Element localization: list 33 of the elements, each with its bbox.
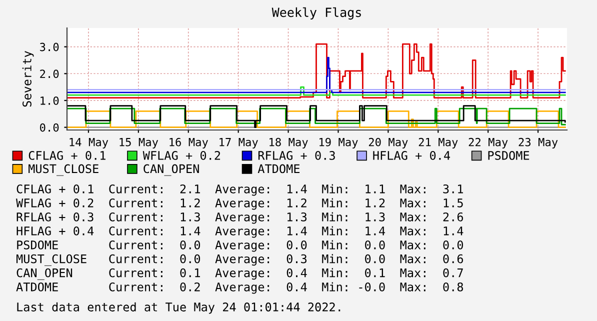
- x-tick-label: 17 May: [220, 138, 258, 148]
- text: ATDOME Current: 0.2 Average: 0.4 Min: -0.0 Max: 0.8: [16, 282, 464, 294]
- legend-label: CFLAG + 0.1: [28, 150, 106, 160]
- text: MUST_CLOSE Current: 0.0 Average: 0.3 Min: 0.0 Max: 0.6: [16, 254, 464, 266]
- text: Last data entered at Tue May 24 01:01:44 2022.: [17, 302, 340, 314]
- legend-label: RFLAG + 0.3: [258, 150, 335, 160]
- legend-label: HFLAG + 0.4: [373, 150, 450, 160]
- chart-title: Weekly Flags: [272, 7, 361, 20]
- text: PSDOME Current: 0.0 Average: 0.0 Min: 0.0 Max: 0.0: [17, 240, 464, 252]
- x-tick-label: 15 May: [120, 138, 158, 148]
- text: HFLAG + 0.4 Current: 1.4 Average: 1.4 Min: 1.4 Max: 1.4: [16, 226, 464, 238]
- x-tick-label: 21 May: [418, 138, 458, 148]
- x-tick-label: 22 May: [468, 138, 508, 148]
- legend-label: WFLAG + 0.2: [142, 150, 220, 160]
- text: RFLAG + 0.3 Current: 1.3 Average: 1.3 Min: 1.3 Max: 2.6: [16, 212, 464, 224]
- y-tick-label: 1.0: [40, 96, 59, 105]
- text: WFLAG + 0.2 Current: 1.2 Average: 1.2 Min: 1.2 Max: 1.5: [16, 198, 463, 210]
- y-tick-label: 2.0: [40, 70, 59, 78]
- text: CFLAG + 0.1 Current: 2.1 Average: 1.4 Min: 1.1 Max: 3.1: [16, 184, 463, 196]
- text: CAN_OPEN Current: 0.1 Average: 0.4 Min: 0.1 Max: 0.7: [16, 268, 463, 280]
- x-tick-label: 14 May: [70, 138, 108, 148]
- legend-label: ATDOME: [258, 164, 300, 174]
- y-axis-title: Severity: [22, 51, 34, 107]
- x-tick-label: 18 May: [270, 138, 308, 148]
- legend-label: CAN_OPEN: [144, 164, 199, 176]
- y-tick-label: 3.0: [40, 42, 59, 52]
- legend-label: PSDOME: [488, 150, 530, 160]
- y-tick-label: 0.0: [40, 123, 59, 132]
- legend-label: MUST_CLOSE: [28, 164, 98, 176]
- x-tick-label: 20 May: [368, 138, 408, 148]
- x-tick-label: 23 May: [518, 138, 558, 148]
- x-tick-label: 16 May: [170, 138, 208, 148]
- x-tick-label: 19 May: [319, 138, 358, 148]
